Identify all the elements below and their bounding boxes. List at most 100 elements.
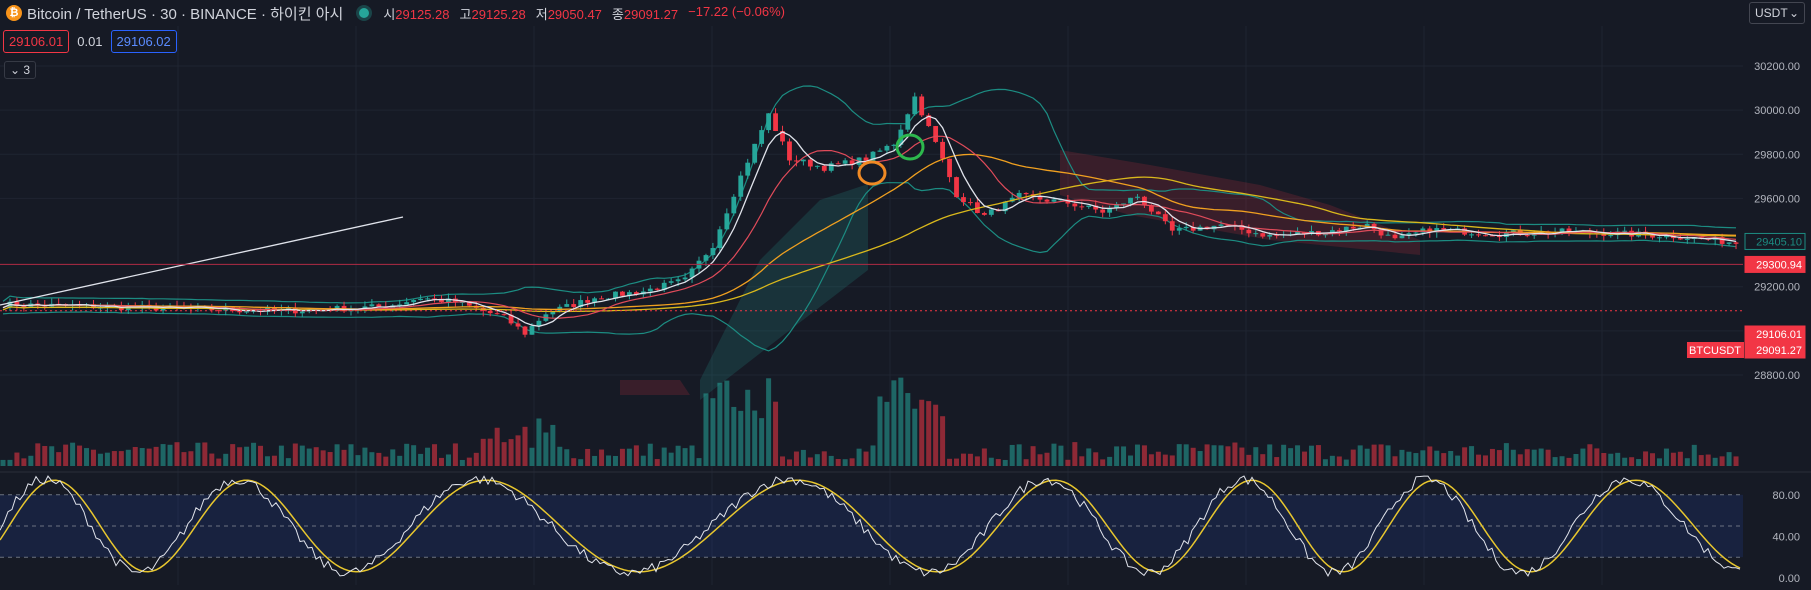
volume-bar bbox=[1406, 451, 1412, 466]
candle-body bbox=[432, 298, 437, 300]
symbol-title[interactable]: Bitcoin / TetherUS · 30 · BINANCE · 하이킨 … bbox=[27, 5, 344, 23]
volume-bar bbox=[1643, 451, 1649, 466]
volume-bar bbox=[1274, 457, 1280, 466]
candle-body bbox=[1392, 234, 1398, 239]
candle-body bbox=[1218, 224, 1224, 226]
volume-bar bbox=[1392, 456, 1398, 466]
volume-bar bbox=[313, 447, 319, 466]
volume-bar bbox=[362, 447, 368, 466]
volume-bar bbox=[49, 446, 55, 466]
volume-bar bbox=[612, 455, 618, 466]
volume-bar bbox=[1176, 444, 1182, 466]
candle-body bbox=[710, 248, 716, 256]
volume-bar bbox=[863, 451, 869, 466]
volume-bar bbox=[738, 410, 744, 466]
candle-body bbox=[1079, 206, 1085, 208]
volume-bar bbox=[891, 380, 897, 466]
volume-bar bbox=[1371, 444, 1377, 466]
volume-bar bbox=[278, 445, 284, 466]
candle-body bbox=[1336, 230, 1342, 232]
candle-body bbox=[1677, 238, 1683, 240]
volume-bar bbox=[1489, 448, 1495, 466]
price-label-box bbox=[1744, 232, 1806, 250]
ma-yellow-line bbox=[2, 176, 1737, 313]
candle-body bbox=[647, 288, 653, 292]
volume-bar bbox=[1302, 451, 1308, 466]
volume-bar bbox=[1364, 448, 1370, 466]
candle-body bbox=[571, 304, 577, 307]
volume-bar bbox=[63, 444, 69, 466]
candle-body bbox=[780, 131, 785, 142]
candle-body bbox=[1413, 232, 1419, 234]
candle-body bbox=[237, 310, 243, 313]
candle-body bbox=[529, 325, 535, 335]
volume-bar bbox=[299, 445, 305, 466]
volume-bar bbox=[306, 448, 312, 466]
price-label-box bbox=[1744, 255, 1806, 273]
volume-bar bbox=[167, 444, 173, 466]
symbol-label-box bbox=[1687, 342, 1744, 358]
volume-bar bbox=[1559, 456, 1565, 466]
candle-body bbox=[1406, 233, 1412, 236]
candle-body bbox=[1135, 196, 1140, 198]
volume-bar bbox=[1650, 453, 1656, 466]
candle-body bbox=[933, 126, 939, 142]
indicators-count: 3 bbox=[23, 63, 31, 77]
volume-bar bbox=[675, 445, 681, 466]
volume-bar bbox=[974, 456, 980, 466]
candle-body bbox=[1476, 234, 1481, 236]
candle-body bbox=[759, 130, 765, 144]
volume-bar bbox=[425, 447, 431, 466]
volume-bar bbox=[626, 448, 632, 466]
volume-bar bbox=[1545, 449, 1551, 466]
candle-body bbox=[1072, 203, 1078, 207]
change-value: −17.22 (−0.06%) bbox=[688, 3, 785, 19]
ma-white-line bbox=[2, 115, 1737, 327]
candle-body bbox=[877, 150, 883, 152]
candle-body bbox=[1093, 205, 1099, 210]
volume-bar bbox=[1044, 452, 1050, 466]
candle-body bbox=[550, 311, 556, 315]
candle-body bbox=[369, 304, 375, 307]
volume-bar bbox=[1232, 442, 1238, 466]
candle-body bbox=[376, 304, 382, 307]
volume-bar bbox=[578, 459, 584, 466]
volume-bar bbox=[1169, 455, 1175, 466]
price-tick-label: 30200.00 bbox=[1754, 61, 1800, 73]
close-value: 29091.27 bbox=[623, 6, 679, 22]
volume-bar bbox=[1093, 452, 1099, 466]
currency-select[interactable]: USDT ⌄ bbox=[1749, 2, 1805, 24]
candle-body bbox=[494, 313, 500, 315]
chevron-down-icon: ⌄ bbox=[10, 63, 21, 77]
volume-bar bbox=[1469, 446, 1475, 466]
candle-body bbox=[244, 311, 249, 313]
candle-body bbox=[620, 291, 625, 296]
volume-bar bbox=[1482, 455, 1488, 466]
volume-bar bbox=[1629, 457, 1635, 466]
candle-body bbox=[794, 160, 799, 162]
volume-bar bbox=[947, 458, 953, 466]
volume-bar bbox=[828, 455, 834, 466]
indicators-toggle-button[interactable]: ⌄ 3 bbox=[4, 61, 37, 79]
volume-bar bbox=[940, 416, 946, 466]
volume-bar bbox=[661, 447, 667, 466]
volume-bar bbox=[1295, 445, 1301, 466]
sell-price-button[interactable]: 29106.01 bbox=[3, 30, 70, 53]
candle-body bbox=[627, 292, 632, 296]
buy-price-button[interactable]: 29106.02 bbox=[110, 30, 177, 53]
volume-bar bbox=[181, 452, 187, 466]
volume-bar bbox=[195, 442, 201, 466]
candle-body bbox=[592, 298, 597, 303]
candle-body bbox=[863, 157, 869, 161]
candle-body bbox=[1524, 235, 1530, 237]
volume-bar bbox=[1601, 452, 1607, 466]
volume-bar bbox=[1587, 444, 1593, 466]
volume-bar bbox=[821, 451, 827, 466]
candle-body bbox=[1441, 228, 1447, 230]
candle-body bbox=[1497, 236, 1502, 238]
volume-bar bbox=[459, 459, 465, 466]
volume-bar bbox=[139, 448, 145, 466]
volume-bar bbox=[919, 399, 925, 466]
candle-body bbox=[940, 141, 945, 159]
